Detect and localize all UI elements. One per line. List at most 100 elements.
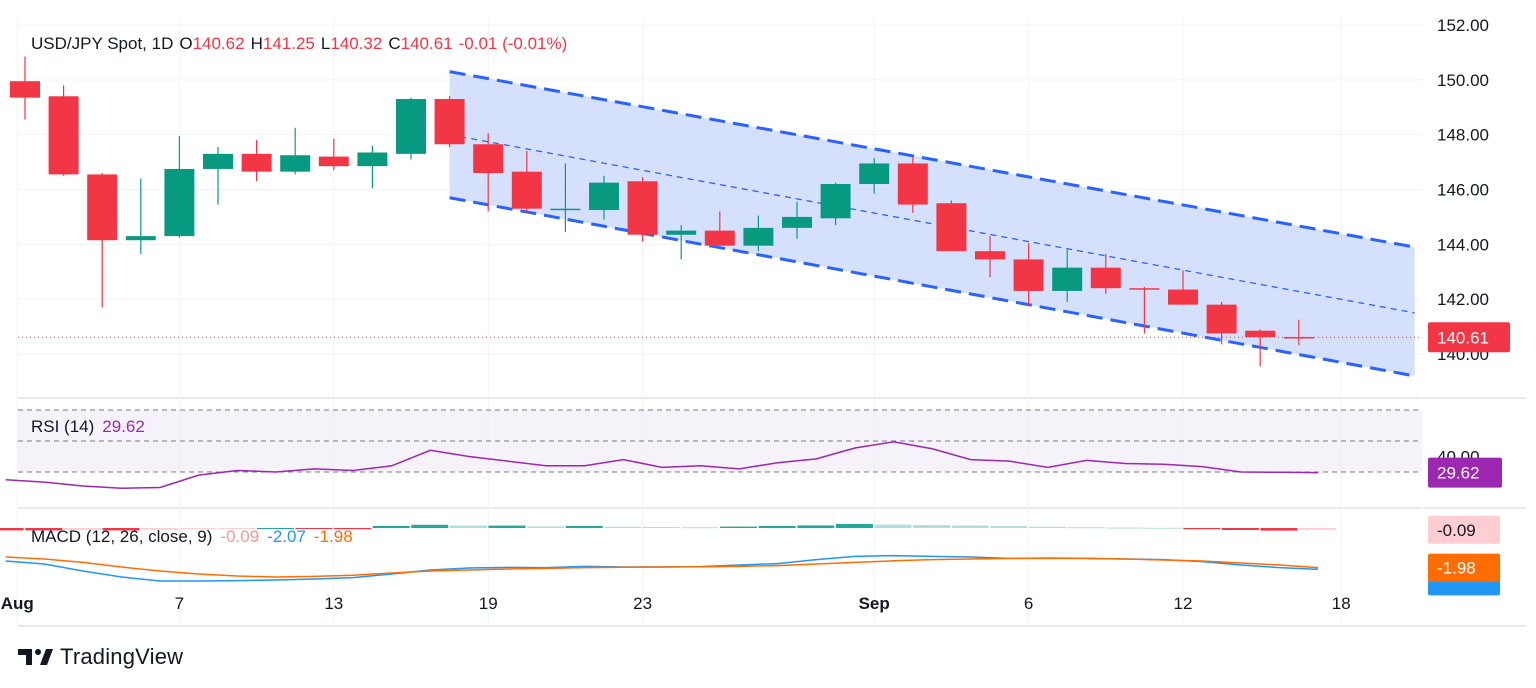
candle-body: [627, 181, 658, 235]
macd-histogram-bar: [1144, 527, 1182, 529]
candle-body: [782, 216, 812, 228]
time-tick-label: Aug: [1, 594, 34, 613]
candle-body: [87, 174, 118, 241]
chart-header: USD/JPY Spot, 1D O140.62 H141.25 L140.32 C14…: [31, 34, 573, 54]
price-tick-label: 144.00: [1437, 235, 1489, 254]
candle-body: [125, 236, 156, 241]
candle-body: [1283, 337, 1314, 339]
high-value: 141.25: [262, 34, 315, 53]
price-tick-label: 148.00: [1437, 126, 1489, 145]
macd-histogram-bar: [1260, 528, 1298, 531]
macd-histogram-bar: [25, 528, 63, 531]
candle-body: [1052, 267, 1083, 291]
macd-hist-badge: [1428, 515, 1500, 544]
high-label: H: [250, 34, 263, 53]
macd-histogram-bar: [835, 524, 873, 528]
price-tick-label: 150.00: [1437, 71, 1489, 90]
time-tick-label: 19: [479, 594, 498, 613]
rsi-legend: RSI (14) 29.62: [31, 417, 145, 437]
symbol-title: USD/JPY Spot, 1D: [31, 34, 174, 53]
macd-histogram-bar: [1299, 528, 1337, 530]
macd-histogram-bar: [449, 525, 487, 528]
candle-body: [164, 168, 195, 237]
candle-body: [511, 171, 542, 209]
last-price-label: 140.61: [1437, 328, 1489, 347]
macd-label: MACD (12, 26, close, 9): [31, 527, 213, 546]
price-tick-label: 142.00: [1437, 290, 1489, 309]
time-tick-label: 7: [175, 594, 184, 613]
candle-body: [10, 81, 40, 98]
macd-histogram-bar: [1028, 526, 1066, 528]
candle-body: [820, 184, 851, 219]
macd-histogram-bar: [565, 526, 603, 528]
rsi-line: [5, 441, 1319, 490]
macd-histogram-bar: [1183, 528, 1221, 530]
channel-middle-line: [449, 134, 1415, 314]
macd-line-value: -2.07: [267, 527, 306, 546]
candle-body: [473, 144, 504, 174]
macd-histogram-bar: [334, 528, 372, 530]
candle-body: [743, 227, 774, 246]
open-label: O: [179, 34, 193, 53]
candle-body: [1206, 304, 1237, 334]
macd-histogram-bar: [1106, 527, 1144, 529]
time-tick-label: 12: [1174, 594, 1193, 613]
candle-body: [203, 153, 233, 169]
brand-name: TradingView: [60, 644, 184, 669]
macd-histogram-bar: [411, 524, 449, 528]
low-value: 140.32: [330, 34, 383, 53]
time-tick-label: Sep: [859, 594, 890, 613]
macd-histogram-bar: [797, 525, 835, 528]
macd-histogram-bar: [681, 527, 719, 529]
low-label: L: [320, 34, 331, 53]
macd-signal-badge-label: -1.98: [1437, 559, 1476, 578]
price-tick-label: 146.00: [1437, 181, 1489, 200]
last-price-badge: [1428, 322, 1510, 353]
macd-histogram-bar: [604, 526, 642, 528]
channel-lower-line: [449, 196, 1415, 378]
change-value: -0.01 (-0.01%): [458, 34, 568, 53]
macd-legend: MACD (12, 26, close, 9) -0.09 -2.07 -1.98: [31, 527, 361, 547]
macd-signal-value: -1.98: [313, 527, 353, 546]
tradingview-logo[interactable]: TradingView: [18, 644, 183, 670]
rsi-badge-label: 29.62: [1437, 464, 1480, 483]
price-tick-label: 152.00: [1437, 16, 1489, 35]
candle-body: [357, 152, 388, 167]
channel-upper-line: [449, 70, 1415, 249]
macd-signal-badge: [1428, 553, 1500, 582]
close-label: C: [388, 34, 401, 53]
macd-hist-badge-label: -0.09: [1437, 521, 1476, 540]
rsi-value: 29.62: [102, 417, 145, 436]
candle-body: [396, 99, 426, 154]
candle-body: [1090, 267, 1121, 289]
candle-body: [936, 203, 967, 252]
macd-histogram-bar: [218, 528, 256, 529]
candle-body: [897, 163, 928, 205]
open-value: 140.62: [192, 34, 245, 53]
candle-body: [1129, 288, 1160, 290]
close-value: 140.61: [400, 34, 453, 53]
time-tick-label: 18: [1332, 594, 1351, 613]
macd-histogram-bar: [488, 525, 526, 528]
candle-body: [589, 182, 619, 211]
macd-histogram-bar: [758, 526, 796, 528]
macd-histogram-bar: [102, 528, 140, 531]
macd-histogram-bar: [913, 525, 951, 528]
macd-histogram-bar: [256, 528, 294, 529]
macd-histogram-bar: [0, 528, 24, 531]
macd-histogram-bar: [1221, 528, 1259, 530]
candle-body: [280, 155, 311, 172]
macd-signal-line: [5, 556, 1319, 578]
candle-body: [48, 96, 79, 175]
macd-hist-value: -0.09: [220, 527, 260, 546]
macd-histogram-bar: [951, 525, 989, 528]
macd-histogram-bar: [141, 528, 179, 530]
macd-histogram-bar: [720, 526, 758, 528]
candle-body: [975, 251, 1005, 260]
macd-histogram-bar: [527, 526, 565, 528]
candle-body: [1013, 259, 1044, 291]
macd-histogram-bar: [372, 526, 410, 528]
rsi-label: RSI (14): [31, 417, 95, 436]
candle-body: [1168, 289, 1198, 305]
